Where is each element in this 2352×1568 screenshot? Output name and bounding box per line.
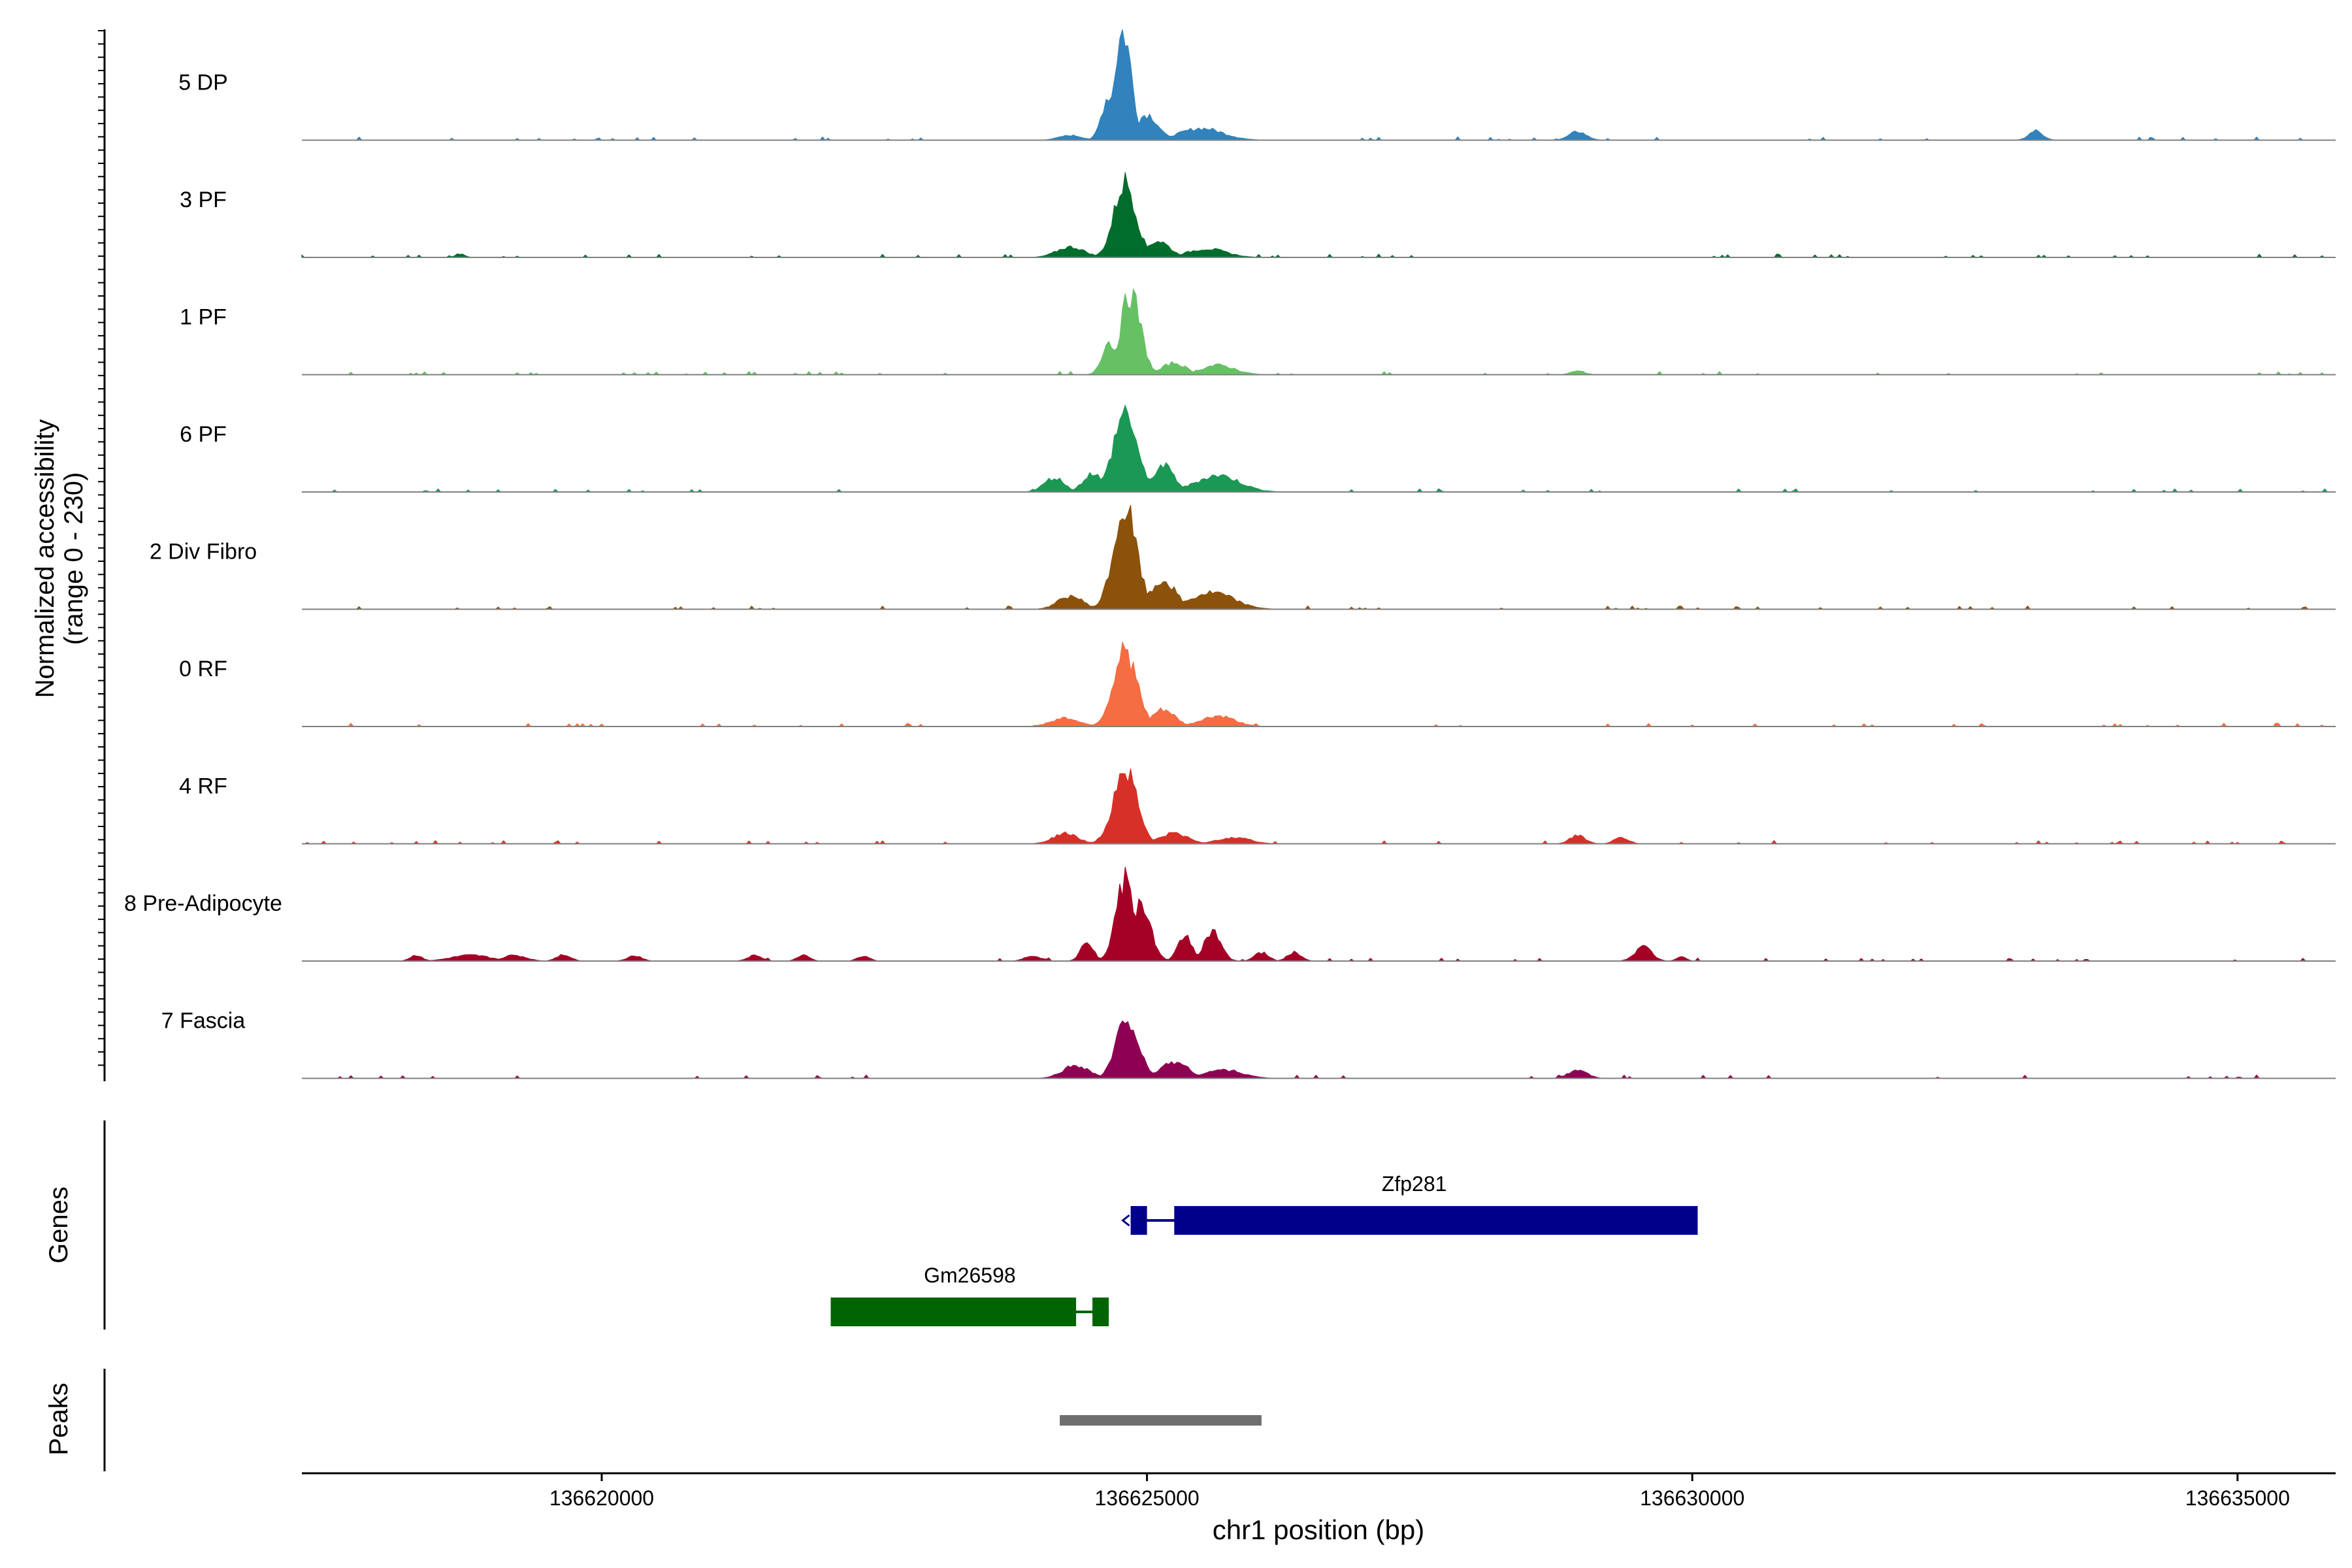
track-label: 8 Pre-Adipocyte bbox=[124, 891, 282, 916]
y-axis-label-line1: Normalized accessibility bbox=[31, 419, 59, 698]
track-1-pf: 1 PF bbox=[180, 287, 2336, 376]
track-5-dp: 5 DP bbox=[178, 29, 2336, 141]
gene-exon bbox=[830, 1298, 1077, 1326]
track-coverage-area bbox=[302, 866, 2336, 962]
gene-annotations: Zfp281 Gm26598 bbox=[830, 1172, 1698, 1326]
track-coverage-area bbox=[302, 29, 2336, 141]
track-label: 3 PF bbox=[180, 188, 227, 212]
y-axis-label: Normalized accessibility (range 0 - 230) bbox=[31, 419, 88, 698]
track-label: 7 Fascia bbox=[161, 1009, 246, 1034]
track-4-rf: 4 RF bbox=[179, 768, 2336, 845]
track-coverage-area bbox=[302, 404, 2336, 493]
track-0-rf: 0 RF bbox=[179, 642, 2336, 727]
track-coverage-area bbox=[302, 287, 2336, 376]
track-coverage-area bbox=[302, 504, 2336, 610]
coverage-y-axis bbox=[98, 29, 106, 1081]
gene-label: Zfp281 bbox=[1382, 1172, 1447, 1196]
peak-region-bar bbox=[1060, 1415, 1262, 1426]
track-coverage-area bbox=[302, 642, 2336, 727]
track-coverage-area bbox=[302, 1020, 2336, 1079]
gene-gm26598: Gm26598 bbox=[830, 1264, 1109, 1326]
track-coverage-area bbox=[302, 768, 2336, 845]
track-6-pf: 6 PF bbox=[180, 404, 2336, 493]
track-label: 6 PF bbox=[180, 422, 227, 447]
track-label: 0 RF bbox=[179, 657, 227, 681]
track-label: 4 RF bbox=[179, 774, 227, 799]
gene-exon bbox=[1174, 1206, 1698, 1235]
gene-exon bbox=[1130, 1206, 1147, 1235]
track-coverage-area bbox=[301, 172, 2336, 258]
track-8-pre-adipocyte: 8 Pre-Adipocyte bbox=[124, 866, 2336, 962]
y-axis-label-line2: (range 0 - 230) bbox=[59, 472, 88, 645]
track-7-fascia: 7 Fascia bbox=[161, 1009, 2336, 1079]
peaks-panel-label: Peaks bbox=[44, 1382, 73, 1455]
coverage-tracks: 5 DP 3 PF 1 PF 6 PF 2 Div Fibro 0 RF 4 RF 8 Pre… bbox=[124, 29, 2336, 1079]
x-tick-label: 136635000 bbox=[2185, 1486, 2290, 1510]
gene-exon bbox=[1092, 1298, 1109, 1326]
x-tick-label: 136630000 bbox=[1640, 1486, 1744, 1510]
track-3-pf: 3 PF bbox=[180, 172, 2336, 258]
strand-arrow-icon bbox=[1121, 1214, 1130, 1227]
track-label: 5 DP bbox=[178, 71, 228, 95]
x-axis-label: chr1 position (bp) bbox=[1213, 1514, 1425, 1545]
gene-zfp281: Zfp281 bbox=[1121, 1172, 1698, 1235]
x-tick-label: 136625000 bbox=[1095, 1486, 1200, 1510]
genes-panel-label: Genes bbox=[44, 1186, 73, 1264]
x-axis-ticks: 136620000 136625000 136630000 136635000 bbox=[549, 1473, 2290, 1510]
track-label: 1 PF bbox=[180, 305, 227, 330]
x-tick-label: 136620000 bbox=[549, 1486, 654, 1510]
gene-label: Gm26598 bbox=[924, 1264, 1016, 1287]
track-2-div-fibro: 2 Div Fibro bbox=[150, 504, 2336, 610]
track-label: 2 Div Fibro bbox=[150, 540, 257, 564]
peak-regions bbox=[1060, 1415, 1262, 1426]
